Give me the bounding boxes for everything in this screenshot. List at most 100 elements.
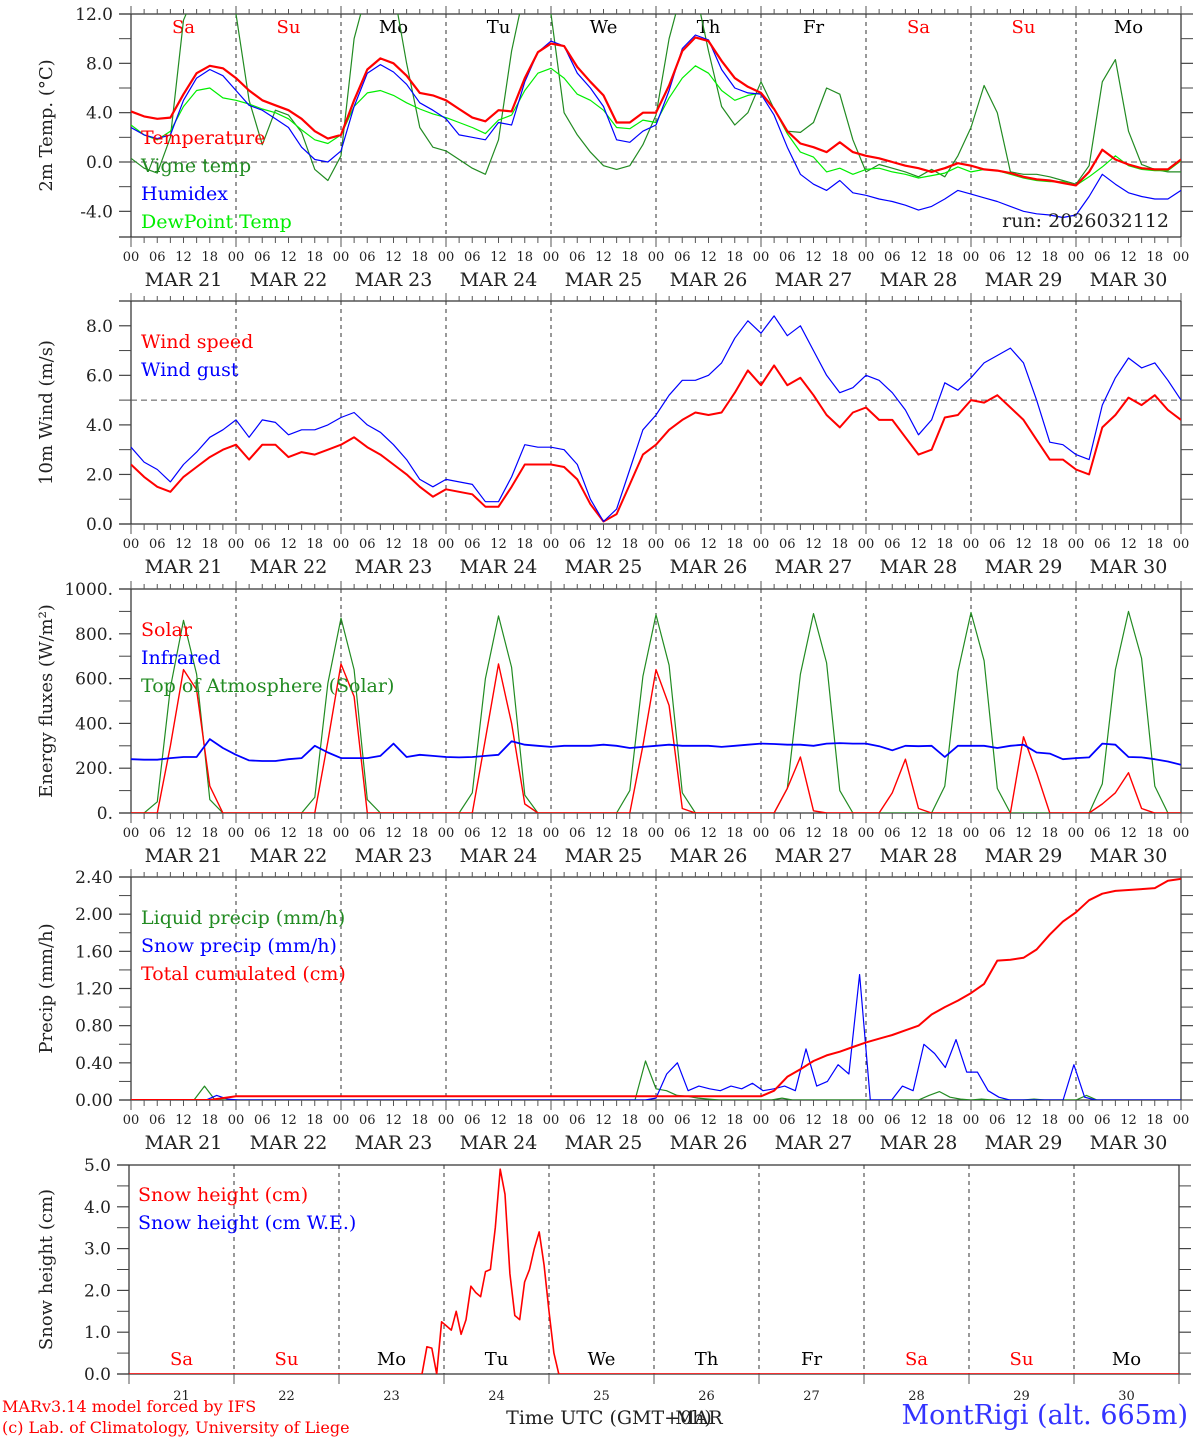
temp-day-of-week: Tu — [487, 17, 511, 38]
energy-hour-label: 06 — [254, 826, 271, 841]
temp-hour-label: 06 — [779, 250, 796, 265]
station-label: MontRigi (alt. 665m) — [901, 1400, 1188, 1431]
wind-hour-label: 12 — [1120, 537, 1137, 552]
wind-date-label: MAR 29 — [985, 556, 1063, 578]
temp-hour-label: 06 — [1094, 250, 1111, 265]
wind-hour-label: 00 — [1068, 537, 1085, 552]
energy-hour-label: 06 — [989, 826, 1006, 841]
wind-date-label: MAR 22 — [250, 556, 328, 578]
temp-day-of-week: Mo — [1114, 17, 1143, 38]
wind-hour-label: 00 — [123, 537, 140, 552]
wind-hour-label: 18 — [516, 537, 533, 552]
snow-day-number: 22 — [278, 1389, 295, 1404]
precip-hour-label: 18 — [831, 1113, 848, 1128]
snow-day-of-week: Fr — [801, 1349, 822, 1370]
precip-hour-label: 06 — [149, 1113, 166, 1128]
temp-hour-label: 00 — [963, 250, 980, 265]
energy-legend-item: Top of Atmosphere (Solar) — [141, 675, 394, 697]
wind-hour-label: 06 — [779, 537, 796, 552]
energy-hour-label: 00 — [123, 826, 140, 841]
temp-ytick-label: 4.0 — [86, 104, 113, 124]
precip-date-label: MAR 22 — [250, 1132, 328, 1154]
energy-date-label: MAR 24 — [460, 845, 538, 867]
precip-hour-label: 18 — [516, 1113, 533, 1128]
wind-hour-label: 18 — [411, 537, 428, 552]
wind-ytick-label: 6.0 — [86, 366, 113, 386]
temp-ytick-label: -4.0 — [80, 202, 113, 222]
snow-day-of-week: Mo — [377, 1349, 406, 1370]
snow-day-number: 24 — [488, 1389, 505, 1404]
energy-hour-label: 00 — [1173, 826, 1190, 841]
temp-series-vigne-temp — [131, 14, 1181, 185]
precip-hour-label: 06 — [989, 1113, 1006, 1128]
snow-day-number: 27 — [803, 1389, 820, 1404]
energy-hour-label: 12 — [1120, 826, 1137, 841]
wind-hour-label: 06 — [464, 537, 481, 552]
wind-series-wind-gust — [131, 315, 1181, 523]
precip-hour-label: 18 — [1146, 1113, 1163, 1128]
energy-legend-item: Solar — [141, 619, 193, 641]
energy-hour-label: 12 — [805, 826, 822, 841]
temp-date-label: MAR 29 — [985, 269, 1063, 291]
energy-legend-item: Infrared — [141, 647, 221, 669]
temp-hour-label: 18 — [621, 250, 638, 265]
precip-hour-label: 00 — [228, 1113, 245, 1128]
snow-ytick-label: 0.0 — [84, 1365, 111, 1385]
energy-hour-label: 00 — [333, 826, 350, 841]
energy-hour-label: 12 — [385, 826, 402, 841]
energy-hour-label: 00 — [1068, 826, 1085, 841]
temp-hour-label: 06 — [254, 250, 271, 265]
precip-hour-label: 06 — [884, 1113, 901, 1128]
wind-hour-label: 00 — [438, 537, 455, 552]
energy-hour-label: 18 — [1146, 826, 1163, 841]
energy-hour-label: 18 — [516, 826, 533, 841]
temp-hour-label: 18 — [831, 250, 848, 265]
temp-date-label: MAR 30 — [1090, 269, 1168, 291]
temp-hour-label: 12 — [910, 250, 927, 265]
precip-hour-label: 06 — [359, 1113, 376, 1128]
temp-hour-label: 00 — [1173, 250, 1190, 265]
precip-hour-label: 06 — [779, 1113, 796, 1128]
precip-date-label: MAR 28 — [880, 1132, 958, 1154]
energy-hour-label: 18 — [936, 826, 953, 841]
precip-hour-label: 12 — [175, 1113, 192, 1128]
wind-date-label: MAR 28 — [880, 556, 958, 578]
wind-ytick-label: 8.0 — [86, 317, 113, 337]
precip-hour-label: 00 — [333, 1113, 350, 1128]
temp-hour-label: 00 — [333, 250, 350, 265]
precip-ytick-label: 0.00 — [75, 1091, 113, 1111]
wind-legend-item: Wind speed — [141, 331, 253, 353]
temp-hour-label: 00 — [648, 250, 665, 265]
temp-hour-label: 12 — [700, 250, 717, 265]
energy-date-label: MAR 25 — [565, 845, 643, 867]
temp-hour-label: 06 — [149, 250, 166, 265]
energy-series-infrared — [131, 738, 1181, 766]
energy-hour-label: 00 — [858, 826, 875, 841]
energy-hour-label: 18 — [411, 826, 428, 841]
precip-ytick-label: 0.40 — [75, 1054, 113, 1074]
energy-hour-label: 12 — [280, 826, 297, 841]
temp-legend-item: DewPoint Temp — [141, 211, 292, 233]
temp-ylabel: 2m Temp. (°C) — [36, 59, 57, 191]
temp-date-label: MAR 25 — [565, 269, 643, 291]
snow-day-number: 26 — [698, 1389, 715, 1404]
precip-hour-label: 18 — [1041, 1113, 1058, 1128]
temp-hour-label: 12 — [175, 250, 192, 265]
precip-legend-item: Snow precip (mm/h) — [141, 935, 337, 957]
energy-hour-label: 06 — [779, 826, 796, 841]
temp-hour-label: 18 — [726, 250, 743, 265]
wind-legend-item: Wind gust — [141, 359, 239, 381]
wind-hour-label: 12 — [1015, 537, 1032, 552]
temp-ytick-label: 12.0 — [75, 5, 113, 25]
wind-date-label: MAR 27 — [775, 556, 853, 578]
precip-hour-label: 12 — [490, 1113, 507, 1128]
energy-hour-label: 00 — [648, 826, 665, 841]
energy-date-label: MAR 21 — [145, 845, 223, 867]
temp-day-of-week: Fr — [803, 17, 824, 38]
temp-hour-label: 18 — [201, 250, 218, 265]
temp-ytick-label: 0.0 — [86, 153, 113, 173]
temp-hour-label: 06 — [674, 250, 691, 265]
energy-hour-label: 12 — [175, 826, 192, 841]
temp-hour-label: 00 — [543, 250, 560, 265]
